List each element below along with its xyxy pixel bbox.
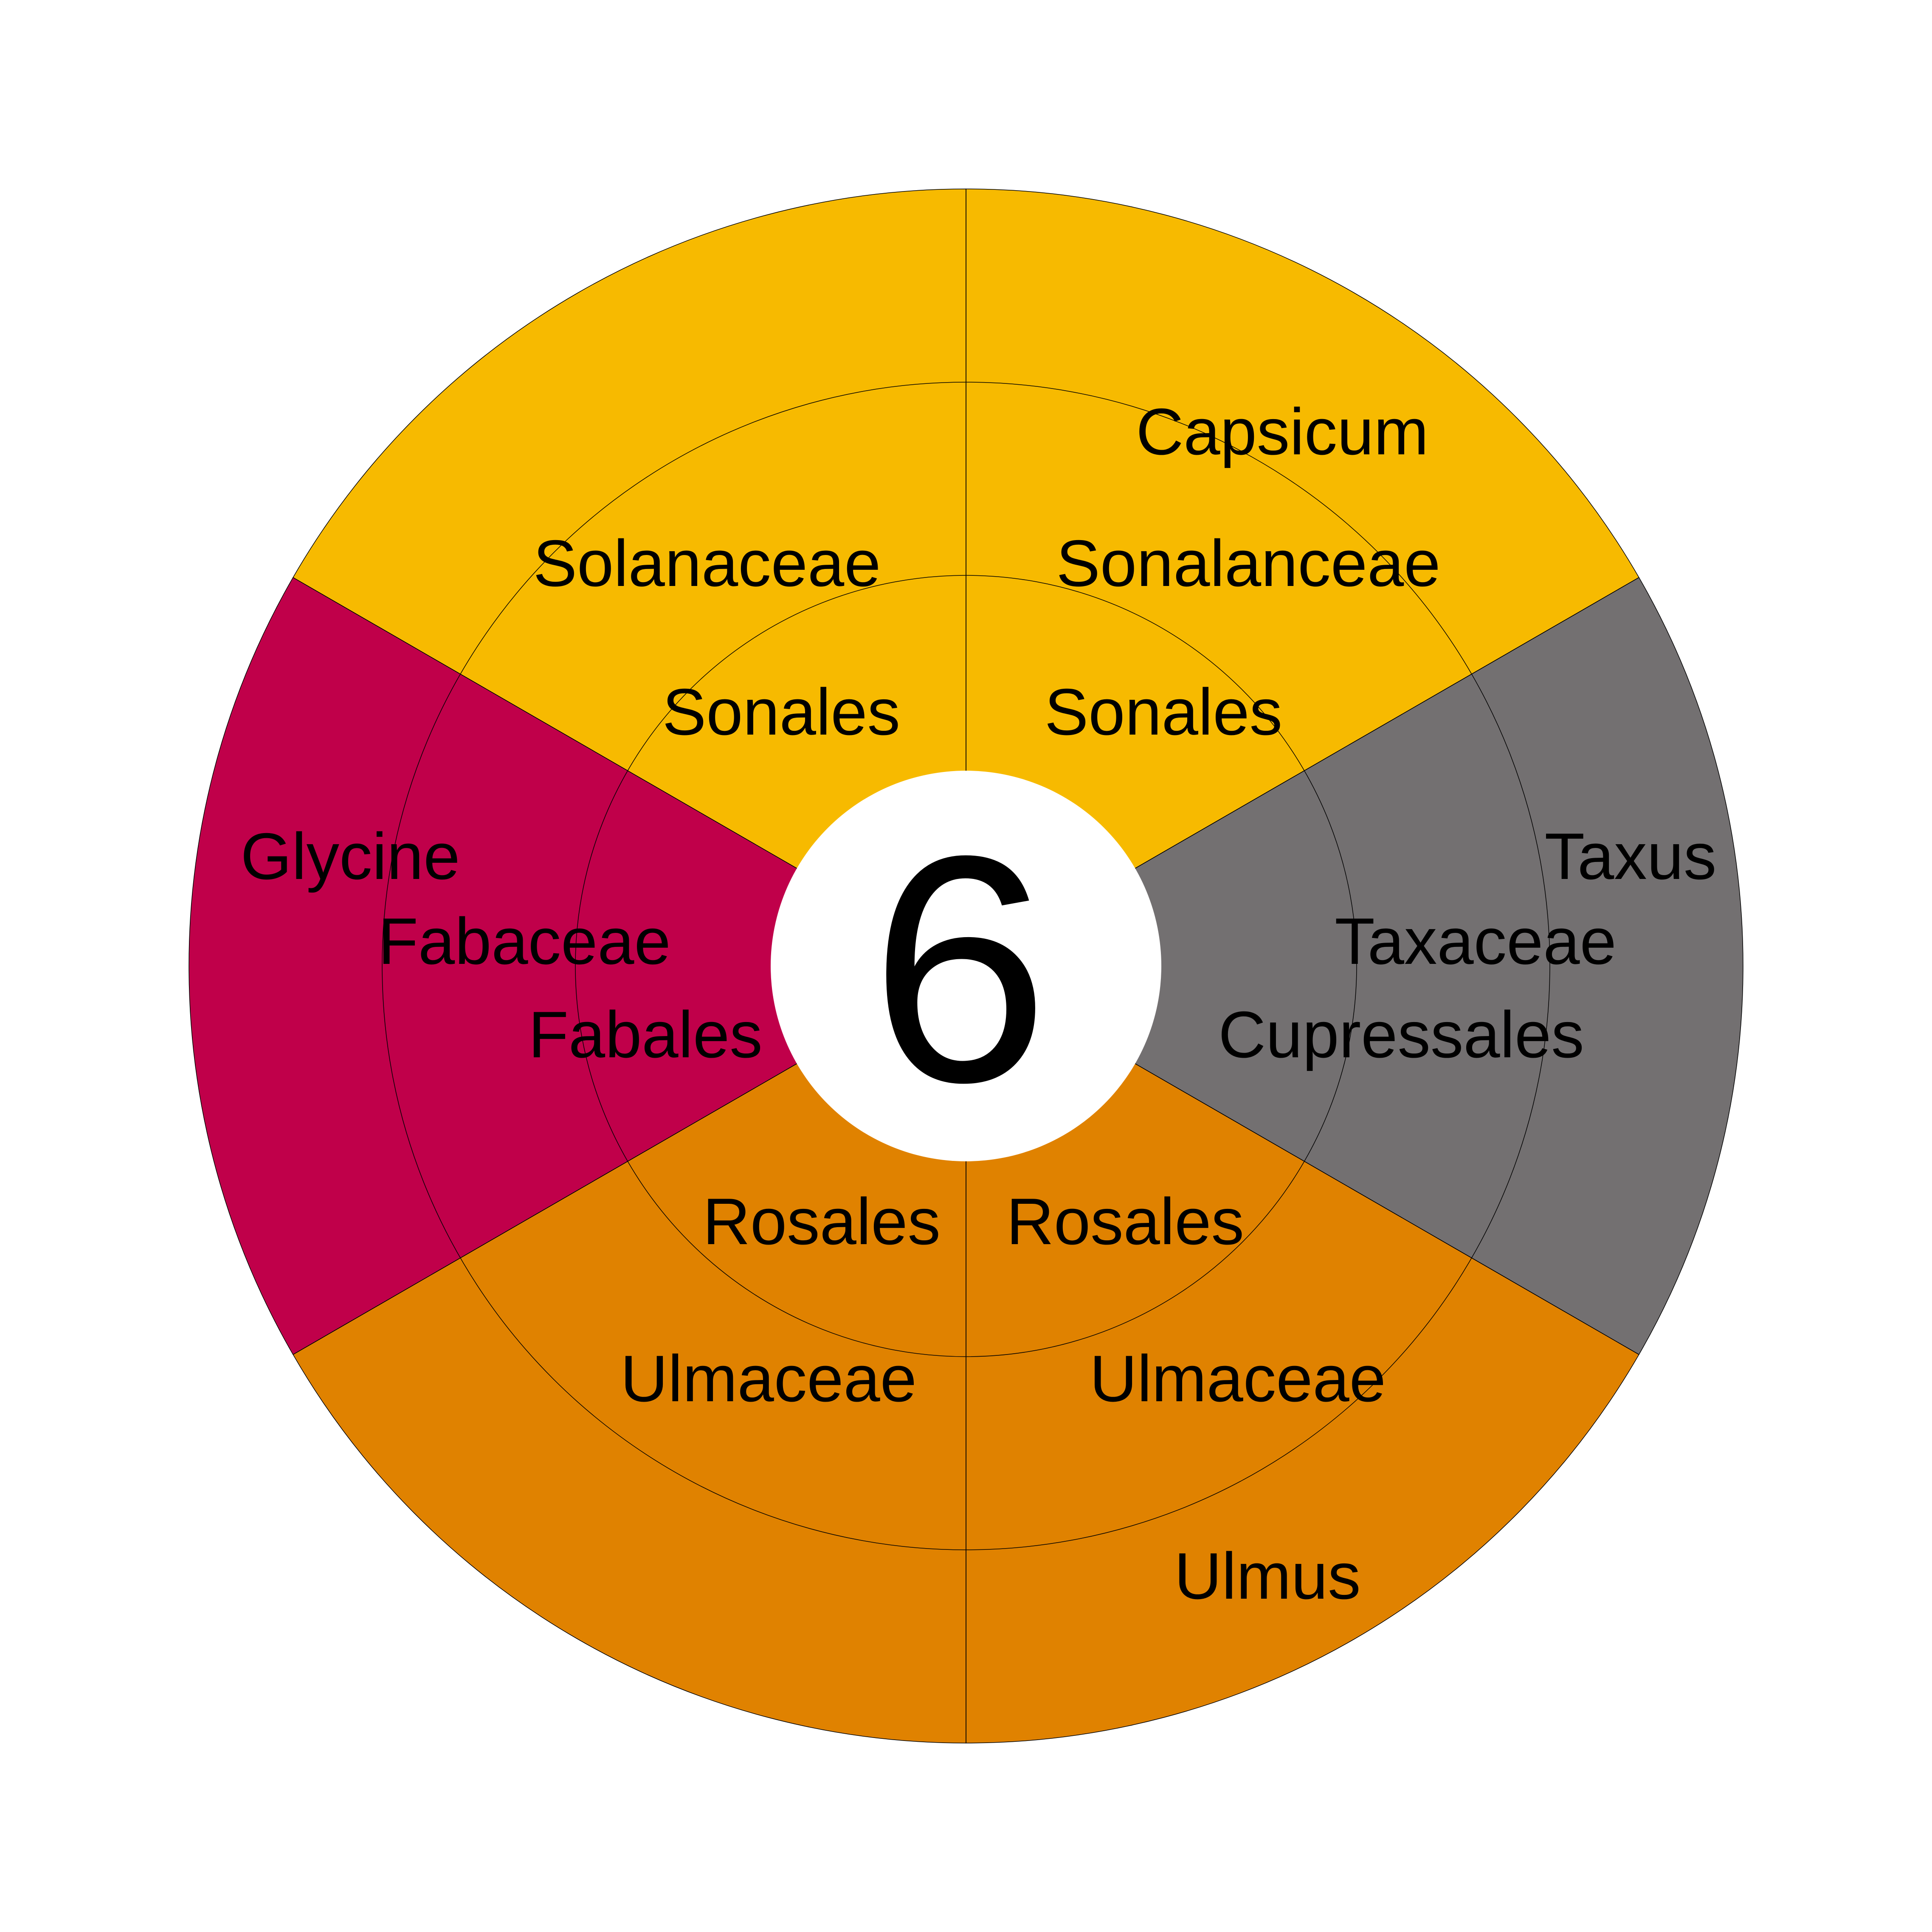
label-top-right-genus: Capsicum [1136, 395, 1428, 468]
label-top-right-order: Sonales [1045, 675, 1282, 749]
label-right-family: Taxaceae [1335, 904, 1617, 978]
label-right-genus: Taxus [1545, 820, 1717, 893]
label-left-order: Fabales [528, 998, 762, 1071]
label-left-genus: Glycine [241, 820, 460, 893]
label-bottom-left-family: Ulmaceae [620, 1342, 917, 1415]
label-top-right-family: Sonalanceae [1056, 527, 1441, 600]
label-top-left-family: Solanaceae [533, 527, 881, 600]
label-bottom-right-family: Ulmaceae [1090, 1342, 1386, 1415]
sector-bottom-right [966, 965, 1639, 1743]
segment-labels: Sonales Sonalanceae Capsicum Cupressales… [241, 395, 1717, 1613]
sector-top-right [966, 189, 1639, 967]
label-left-family: Fabaceae [378, 904, 670, 978]
center-number: 6 [870, 789, 1050, 1149]
sector-top-left [293, 189, 966, 967]
sector-right [965, 577, 1743, 1355]
label-top-left-order: Sonales [662, 675, 900, 749]
sunburst-sectors [189, 189, 1743, 1743]
center-disc [771, 771, 1161, 1161]
sector-left [189, 577, 967, 1355]
label-right-order: Cupressales [1218, 998, 1584, 1071]
label-bottom-right-genus: Ulmus [1174, 1539, 1360, 1613]
label-bottom-right-order: Rosales [1006, 1185, 1244, 1258]
sector-bottom-left [293, 965, 966, 1743]
label-bottom-left-order: Rosales [703, 1185, 941, 1258]
